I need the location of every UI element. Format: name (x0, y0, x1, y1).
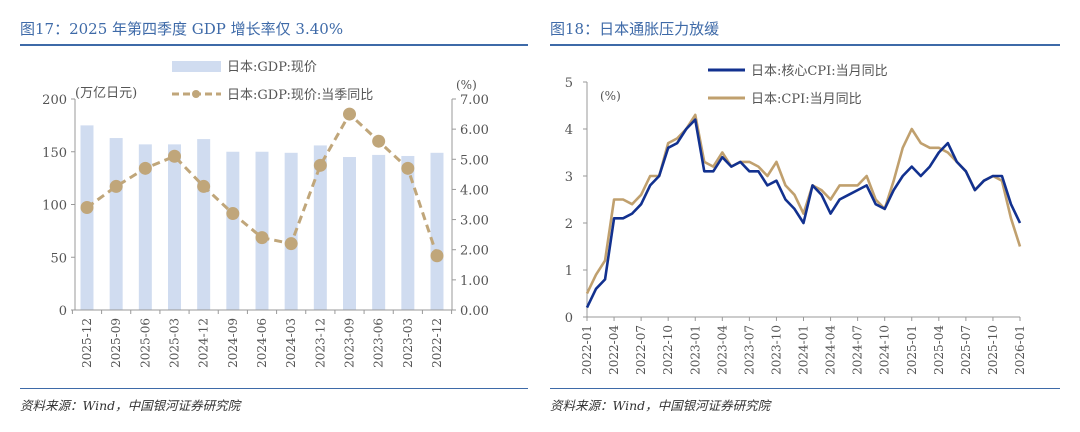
x-tick-label: 2025-06 (138, 318, 152, 368)
x-tick-label: 2022-07 (634, 325, 648, 375)
gdp-bar (226, 151, 240, 310)
y-tick-label: 0 (565, 311, 573, 326)
x-tick-label: 2024-10 (878, 325, 892, 375)
gdp-bar (197, 139, 211, 310)
x-tick-label: 2023-10 (769, 325, 783, 375)
legend-line-marker (192, 90, 200, 98)
left-chart-title: 图17：2025 年第四季度 GDP 增长率仅 3.40% (20, 20, 344, 38)
y2-tick-label: 7.00 (460, 93, 489, 108)
x-tick-label: 2023-09 (343, 318, 357, 368)
gdp-bar (109, 138, 123, 310)
left-axis-unit: (万亿日元) (75, 86, 137, 101)
y2-tick-label: 0.00 (460, 304, 489, 319)
legend-core-cpi-label: 日本:核心CPI:当月同比 (751, 64, 888, 79)
x-tick-label: 2023-07 (742, 325, 756, 375)
x-tick-label: 2025-01 (905, 325, 919, 375)
legend-line-label: 日本:GDP:现价:当季同比 (227, 88, 373, 103)
x-tick-label: 2024-01 (797, 325, 811, 375)
y-tick-label: 0 (59, 304, 67, 319)
gdp-bar (313, 145, 327, 310)
gdp-yoy-point (372, 134, 386, 148)
gdp-bar (430, 152, 444, 310)
gdp-yoy-point (284, 237, 298, 251)
gdp-yoy-point (168, 149, 181, 163)
gdp-bar (343, 157, 356, 310)
x-tick-label: 2024-07 (851, 325, 865, 375)
gdp-yoy-point (109, 179, 123, 193)
y2-tick-label: 4.00 (460, 183, 489, 198)
legend-bar-swatch (172, 61, 221, 72)
legend-cpi-label: 日本:CPI:当月同比 (751, 92, 862, 107)
y2-tick-label: 3.00 (460, 214, 489, 229)
y-tick-label: 2 (565, 217, 573, 232)
x-tick-label: 2025-09 (109, 318, 123, 368)
x-tick-label: 2025-12 (80, 318, 94, 368)
right-title-rule (550, 44, 1060, 46)
left-title-rule (20, 44, 528, 46)
x-tick-label: 2022-10 (661, 325, 675, 375)
legend-bar-label: 日本:GDP:现价 (227, 60, 317, 75)
x-tick-label: 2023-03 (401, 318, 415, 368)
axis-unit: (%) (600, 89, 621, 103)
gdp-bar (372, 154, 386, 310)
x-tick-label: 2025-03 (168, 318, 182, 368)
gdp-bar (284, 152, 298, 310)
x-tick-label: 2025-10 (986, 325, 1000, 375)
y2-tick-label: 1.00 (460, 274, 489, 289)
x-tick-label: 2023-12 (313, 318, 327, 368)
y-tick-label: 100 (42, 199, 67, 214)
x-tick-label: 2022-12 (430, 318, 444, 368)
gdp-bar (80, 125, 94, 310)
right-footer-rule (550, 388, 1060, 389)
y-tick-label: 3 (565, 170, 573, 185)
gdp-yoy-point (197, 179, 211, 193)
x-tick-label: 2023-01 (688, 325, 702, 375)
right-chart-title: 图18：日本通胀压力放缓 (550, 20, 720, 38)
gdp-yoy-point (343, 107, 356, 121)
x-tick-label: 2022-01 (580, 325, 594, 375)
y-tick-label: 5 (565, 76, 573, 91)
y2-tick-label: 6.00 (460, 123, 489, 138)
x-tick-label: 2024-03 (284, 318, 298, 368)
gdp-yoy-point (430, 249, 444, 263)
gdp-bar (255, 151, 269, 310)
x-tick-label: 2023-06 (372, 318, 386, 368)
y2-tick-label: 5.00 (460, 153, 489, 168)
gdp-bar (401, 155, 415, 310)
cpi-line (585, 113, 1022, 295)
right-axis-unit: (%) (456, 78, 477, 92)
right-source: 资料来源：Wind，中国银河证券研究院 (550, 398, 771, 413)
gdp-yoy-point (313, 158, 327, 172)
y-tick-label: 1 (565, 264, 573, 279)
x-tick-label: 2026-01 (1013, 325, 1027, 375)
x-tick-label: 2022-04 (607, 325, 621, 375)
left-source: 资料来源：Wind，中国银河证券研究院 (20, 398, 241, 413)
gdp-bar (138, 144, 152, 310)
left-footer-rule (20, 388, 528, 389)
x-tick-label: 2023-04 (715, 325, 729, 375)
x-tick-label: 2024-09 (226, 318, 240, 368)
x-tick-label: 2025-04 (932, 325, 946, 375)
gdp-yoy-point (138, 161, 152, 175)
y2-tick-label: 2.00 (460, 244, 489, 259)
y-tick-label: 4 (565, 123, 573, 138)
x-tick-label: 2024-06 (255, 318, 269, 368)
gdp-yoy-point (401, 161, 415, 175)
y-tick-label: 200 (42, 93, 67, 108)
y-tick-label: 50 (50, 251, 67, 266)
x-tick-label: 2025-07 (959, 325, 973, 375)
gdp-yoy-point (80, 201, 94, 215)
y-tick-label: 150 (42, 146, 67, 161)
x-tick-label: 2024-12 (197, 318, 211, 368)
gdp-bar (168, 144, 181, 310)
core-cpi-line (585, 118, 1022, 309)
gdp-yoy-point (255, 231, 269, 245)
x-tick-label: 2024-04 (824, 325, 838, 375)
gdp-yoy-point (226, 207, 240, 221)
